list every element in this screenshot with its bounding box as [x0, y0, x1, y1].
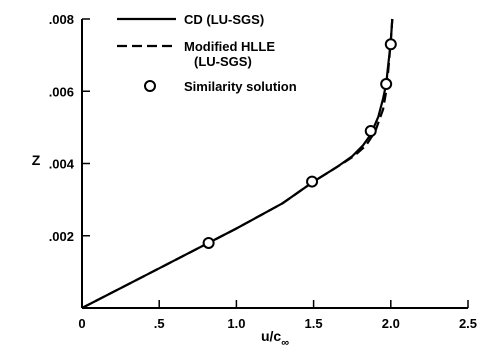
ticks: 0 .5 1.0 1.5 2.0 2.5 .002 .004 .006 .008	[49, 12, 477, 331]
x-axis-label-main: u/c	[261, 328, 281, 344]
y-tick-label: .002	[49, 229, 74, 244]
x-tick-label: 2.5	[459, 316, 477, 331]
y-tick-label: .006	[49, 84, 74, 99]
x-tick-label: 0	[78, 316, 85, 331]
x-tick-label: 1.0	[227, 316, 245, 331]
similarity-point	[306, 175, 319, 188]
x-tick-label: 2.0	[382, 316, 400, 331]
legend-label: Similarity solution	[184, 79, 297, 94]
x-tick-label: 1.5	[305, 316, 323, 331]
similarity-point	[384, 38, 397, 51]
similarity-point	[202, 236, 215, 249]
axes	[81, 19, 468, 309]
y-tick-label: .004	[49, 157, 75, 172]
series-layer	[81, 18, 397, 309]
x-tick-label: .5	[154, 316, 165, 331]
legend: CD (LU-SGS) Modified HLLE (LU-SGS) Similari…	[117, 12, 297, 94]
legend-marker-similarity	[144, 80, 156, 92]
y-tick-label: .008	[49, 12, 74, 27]
legend-label: Modified HLLE (LU-SGS)	[184, 39, 275, 69]
legend-label: CD (LU-SGS)	[184, 12, 264, 27]
x-axis-label-subscript: ∞	[281, 337, 289, 349]
similarity-point	[380, 78, 393, 91]
similarity-point	[364, 124, 377, 137]
series-line-modified-hlle	[81, 18, 394, 309]
y-axis-label: Z	[32, 152, 41, 168]
x-axis-label: u/c∞	[261, 328, 289, 349]
